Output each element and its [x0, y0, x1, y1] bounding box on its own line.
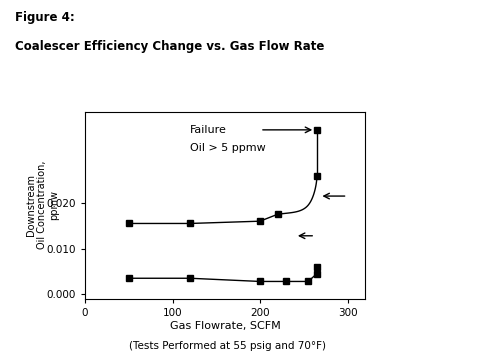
Text: Coalescer Efficiency Change vs. Gas Flow Rate: Coalescer Efficiency Change vs. Gas Flow… — [15, 40, 324, 53]
Text: Oil > 5 ppmw: Oil > 5 ppmw — [190, 143, 266, 153]
Y-axis label: Downstream
Oil Concentration,
ppmw: Downstream Oil Concentration, ppmw — [26, 161, 59, 249]
X-axis label: Gas Flowrate, SCFM: Gas Flowrate, SCFM — [170, 321, 280, 330]
Text: Failure: Failure — [190, 125, 227, 135]
Text: (Tests Performed at 55 psig and 70°F): (Tests Performed at 55 psig and 70°F) — [129, 341, 326, 351]
Text: Figure 4:: Figure 4: — [15, 11, 75, 24]
